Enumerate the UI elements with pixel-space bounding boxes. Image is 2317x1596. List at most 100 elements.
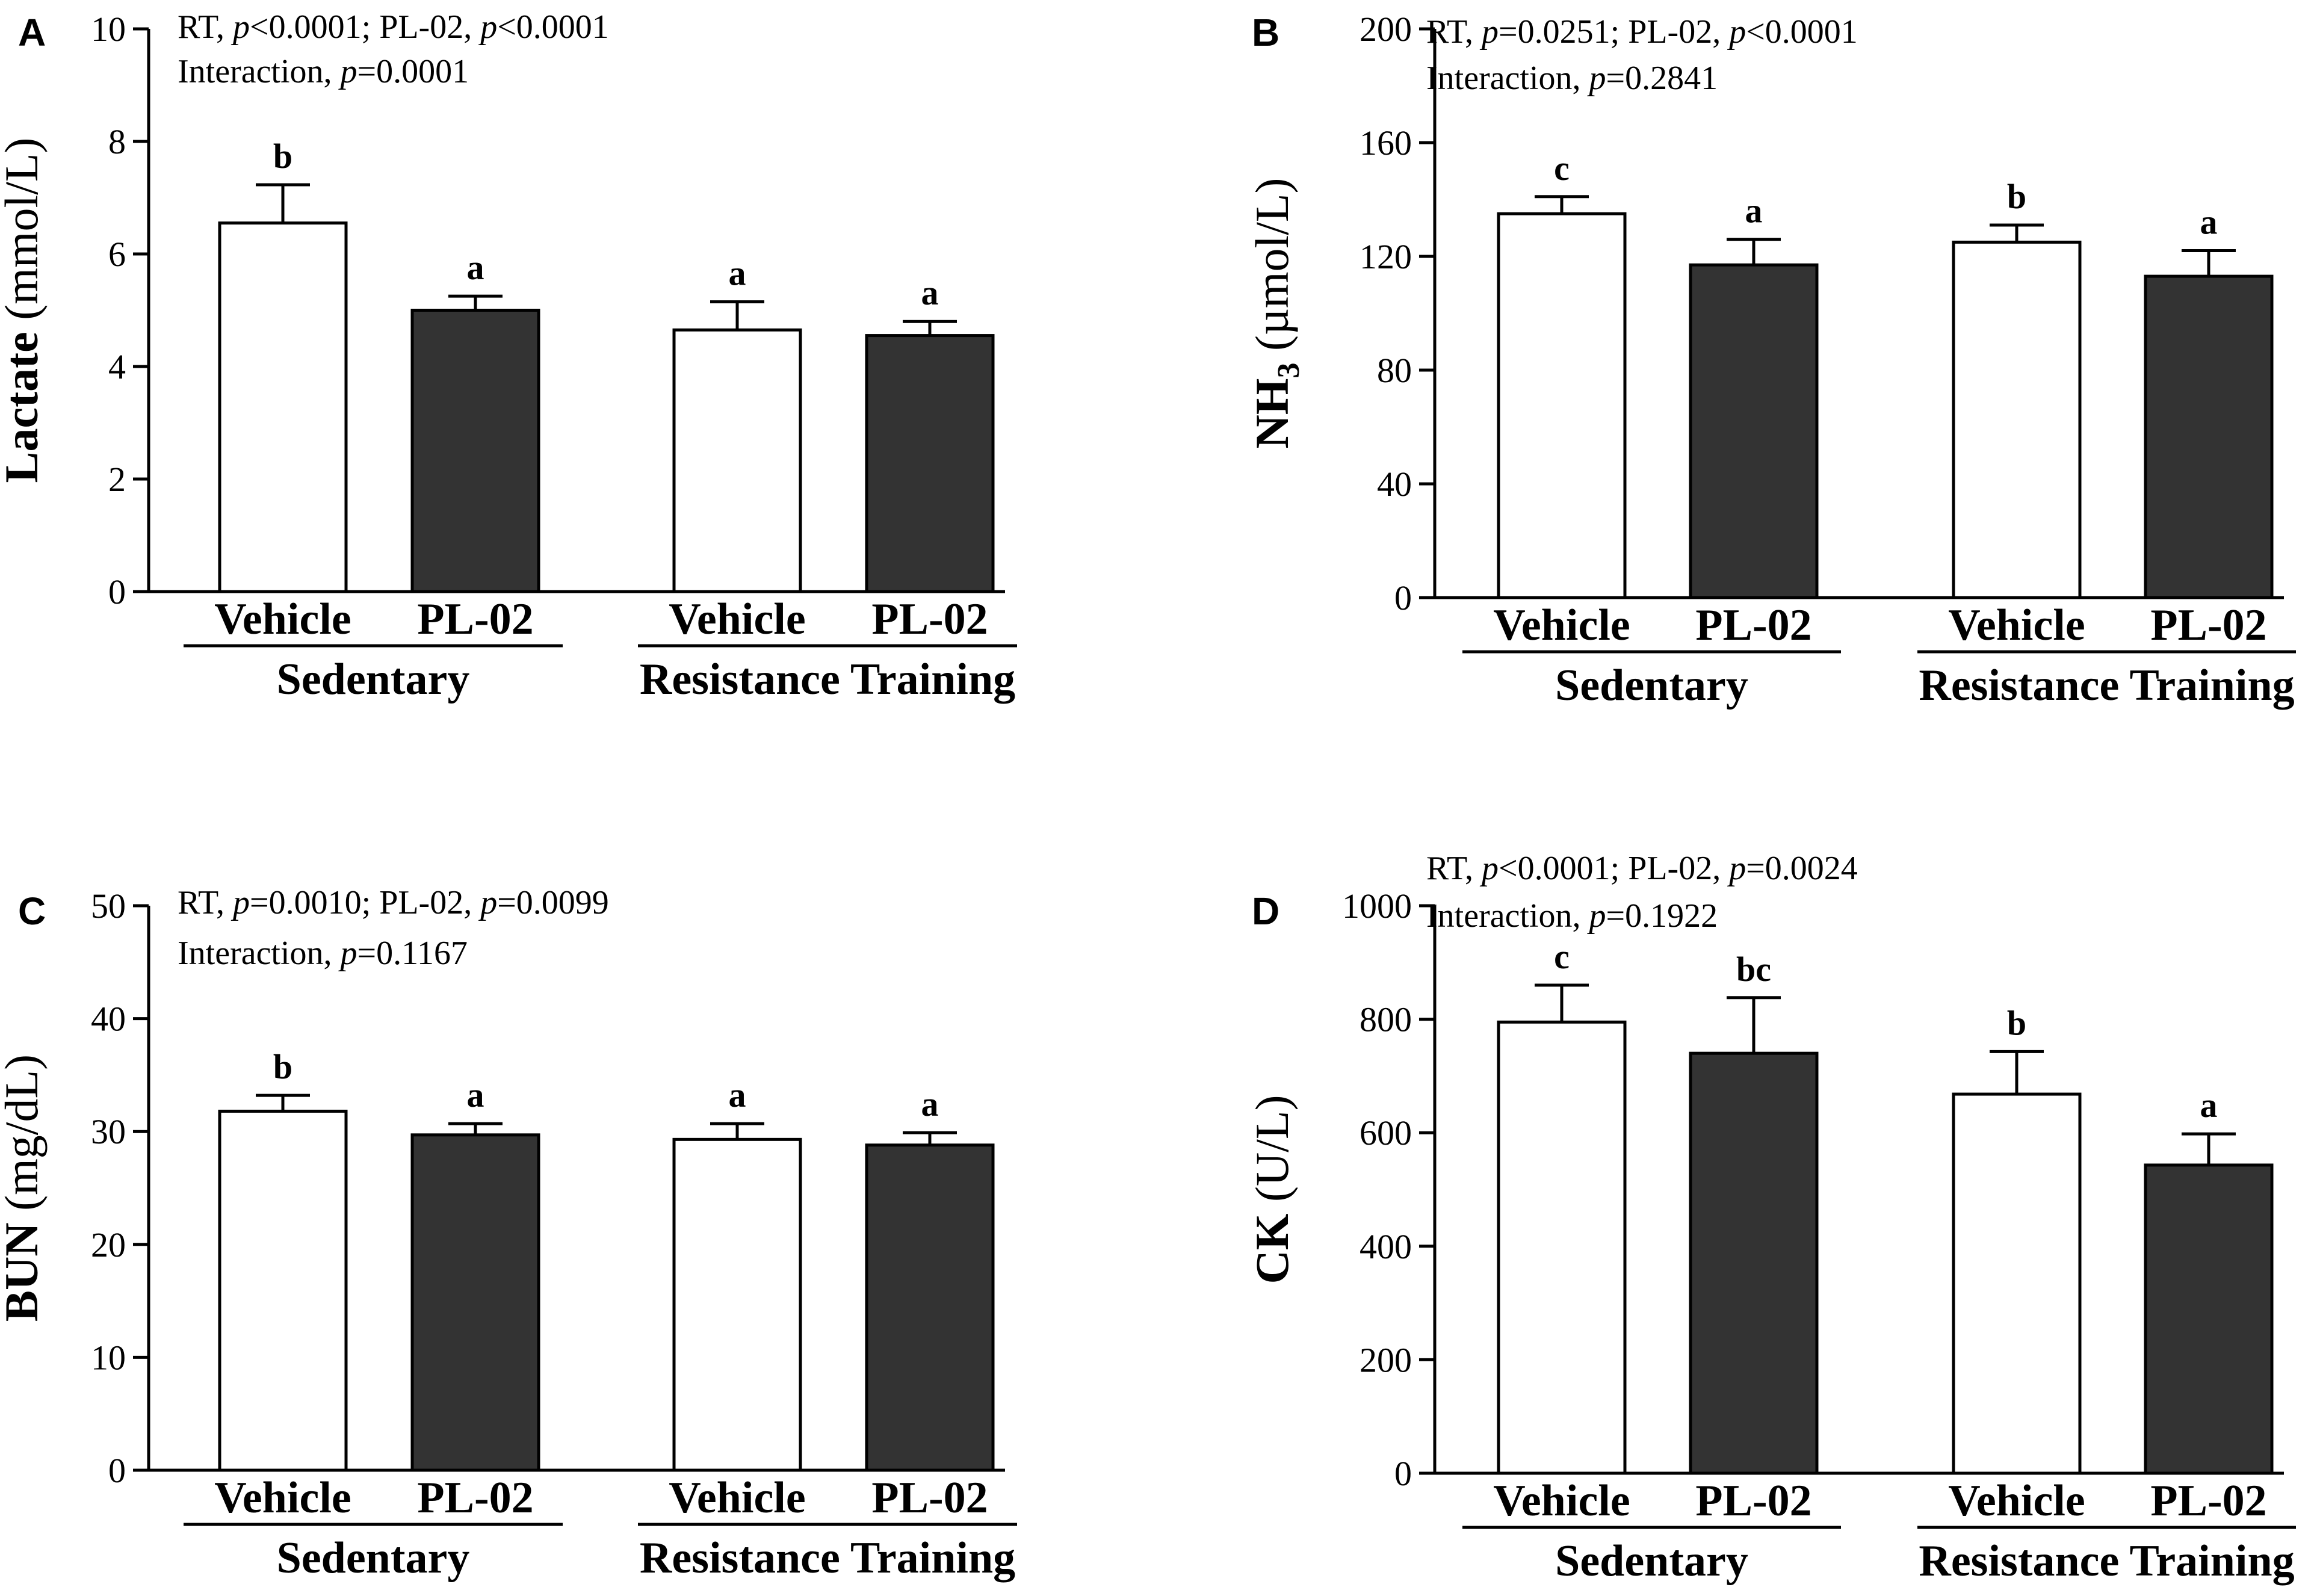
significance-letter: a: [921, 1084, 939, 1124]
stat-fragment: <0.0001: [1746, 13, 1858, 51]
category-label: PL-02: [1695, 601, 1811, 650]
stat-fragment: p: [1587, 897, 1606, 935]
stat-line-1: RT, p=0.0251; PL-02, p<0.0001: [1426, 13, 1858, 51]
group-label: Sedentary: [1555, 1536, 1748, 1586]
y-tick-label: 40: [91, 1000, 126, 1039]
group-label: Resistance Training: [1919, 661, 2294, 710]
group-label: Sedentary: [1555, 661, 1748, 710]
y-tick-label: 160: [1360, 123, 1412, 162]
category-label: Vehicle: [669, 1473, 805, 1523]
significance-letter: a: [2200, 1086, 2218, 1125]
group-label: Sedentary: [277, 1533, 470, 1583]
y-tick-label: 10: [91, 10, 126, 49]
y-axis-label: BUN (mg/dL): [0, 1054, 48, 1322]
stat-fragment: =0.1167: [357, 935, 468, 972]
stat-fragment: p: [478, 884, 497, 921]
category-label: PL-02: [417, 1473, 533, 1523]
y-tick-label: 50: [91, 886, 126, 926]
y-tick-label: 0: [1394, 1454, 1412, 1493]
y-tick-label: 0: [108, 1451, 126, 1490]
stat-line-2: Interaction, p=0.1167: [178, 935, 468, 972]
stat-fragment: =0.0010; PL-02,: [250, 884, 480, 921]
stat-fragment: p: [1479, 850, 1499, 887]
y-axis-label-unit: (mg/dL): [0, 1054, 48, 1222]
stat-fragment: Interaction,: [1426, 60, 1589, 97]
stat-line-1: RT, p<0.0001; PL-02, p=0.0024: [1426, 850, 1858, 887]
group-label: Resistance Training: [1919, 1536, 2294, 1586]
bar-pl-02-resistance: [865, 1143, 995, 1472]
stat-fragment: p: [230, 8, 250, 46]
bar-pl-02-sedentary: [410, 1133, 540, 1472]
category-label: PL-02: [417, 595, 533, 644]
stat-fragment: RT,: [1426, 850, 1482, 887]
bar-vehicle-resistance: [672, 328, 802, 593]
y-tick-label: 200: [1360, 10, 1412, 49]
category-label: PL-02: [1695, 1476, 1811, 1526]
stat-line-2: Interaction, p=0.1922: [1426, 897, 1718, 935]
stat-fragment: =0.0024: [1746, 850, 1858, 887]
significance-letter: b: [273, 137, 292, 176]
significance-letter: bc: [1736, 950, 1771, 989]
stat-fragment: =0.0251; PL-02,: [1499, 13, 1729, 51]
panel-label: D: [1252, 889, 1279, 933]
y-tick-label: 200: [1360, 1340, 1412, 1379]
y-axis-label-main: BUN: [0, 1222, 48, 1322]
category-label: PL-02: [871, 595, 988, 644]
stat-fragment: p: [1587, 60, 1606, 97]
bar-pl-02-resistance: [2144, 1163, 2274, 1475]
bar-pl-02-sedentary: [1689, 1051, 1819, 1475]
y-axis-label-main: NH: [1246, 379, 1298, 449]
y-tick-label: 80: [1377, 351, 1412, 390]
stat-fragment: =0.1922: [1606, 897, 1718, 935]
y-tick-label: 800: [1360, 1000, 1412, 1039]
category-label: Vehicle: [1493, 1476, 1630, 1526]
y-axis-label-unit: (mmol/L): [0, 138, 48, 332]
panel-label: A: [18, 11, 46, 54]
significance-letter: a: [1745, 191, 1763, 230]
stat-fragment: p: [1479, 13, 1499, 51]
y-tick-label: 8: [108, 122, 126, 161]
panel-label: C: [18, 889, 46, 933]
category-label: Vehicle: [1948, 601, 2085, 650]
significance-letter: a: [729, 253, 746, 292]
y-tick-label: 0: [108, 572, 126, 611]
y-tick-label: 120: [1360, 237, 1412, 276]
significance-letter: c: [1554, 937, 1570, 976]
y-tick-label: 40: [1377, 465, 1412, 504]
stat-fragment: Interaction,: [178, 935, 341, 972]
y-tick-label: 600: [1360, 1113, 1412, 1152]
stat-line-1: RT, p<0.0001; PL-02, p<0.0001: [178, 8, 609, 46]
y-axis-label-main: Lactate: [0, 332, 48, 483]
y-tick-label: 4: [108, 347, 126, 386]
y-axis-label: NH3 (µmol/L): [1246, 178, 1306, 448]
group-label: Sedentary: [277, 655, 470, 704]
y-tick-label: 30: [91, 1112, 126, 1151]
stat-fragment: p: [338, 53, 357, 90]
significance-letter: a: [729, 1075, 746, 1115]
category-label: PL-02: [871, 1473, 988, 1523]
y-tick-label: 400: [1360, 1227, 1412, 1266]
y-axis-label-unit: (U/L): [1246, 1095, 1298, 1213]
stat-fragment: <0.0001; PL-02,: [1499, 850, 1729, 887]
y-axis-label-unit: (µmol/L): [1246, 178, 1298, 362]
stat-fragment: RT,: [178, 884, 233, 921]
category-label: Vehicle: [1493, 601, 1630, 650]
stat-fragment: RT,: [178, 8, 233, 46]
category-label: Vehicle: [669, 595, 805, 644]
bar-pl-02-sedentary: [410, 309, 540, 593]
stat-fragment: p: [338, 935, 357, 972]
bar-pl-02-resistance: [2144, 274, 2274, 599]
y-axis-label-main: CK: [1246, 1213, 1298, 1284]
y-axis-label: Lactate (mmol/L): [0, 138, 48, 483]
significance-letter: a: [467, 248, 484, 287]
significance-letter: a: [467, 1075, 484, 1115]
panel-label: B: [1252, 11, 1279, 54]
stat-fragment: Interaction,: [1426, 897, 1589, 935]
category-label: Vehicle: [1948, 1476, 2085, 1526]
category-label: PL-02: [2150, 1476, 2266, 1526]
bar-vehicle-resistance: [1952, 1092, 2082, 1475]
group-label: Resistance Training: [640, 655, 1015, 704]
